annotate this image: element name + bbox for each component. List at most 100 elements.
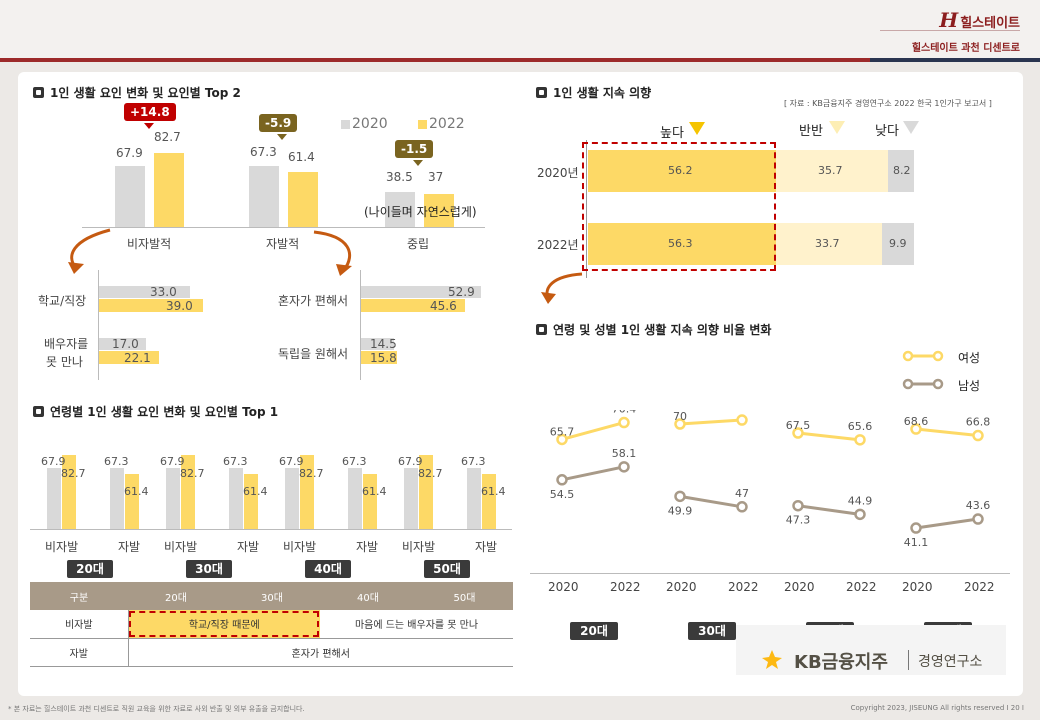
arrowhead-icon — [336, 264, 352, 276]
table-header-cell: 40대 — [357, 592, 379, 604]
bar-2020 — [285, 467, 299, 529]
curved-arrow-icons — [68, 228, 352, 276]
male-point — [972, 513, 984, 525]
year-label: 2022년 — [537, 238, 579, 252]
bar-value-2020: 38.5 — [386, 170, 413, 184]
badge-change: -1.5 — [395, 140, 434, 158]
kb-logo-name: KB금융지주 — [794, 652, 888, 673]
group-label: 자발적 — [266, 237, 300, 251]
female-line — [915, 427, 979, 438]
chart-baseline — [82, 227, 485, 228]
female-value: 65.7 — [550, 425, 575, 438]
bar-low — [888, 150, 914, 192]
male-value: 49.9 — [668, 504, 693, 517]
bar-high-value: 56.3 — [668, 237, 693, 250]
table-header-cell: 구분 — [69, 592, 89, 604]
table-header-cell: 50대 — [453, 592, 476, 604]
bar-low — [882, 223, 914, 265]
sub-value-2020: 14.5 — [370, 337, 397, 351]
kb-logo-divider — [908, 650, 909, 670]
section-age-title: 연령별 1인 생활 요인 변화 및 요인별 Top 1 — [33, 403, 278, 420]
bar-value-2022: 82.7 — [180, 467, 205, 480]
year-axis-label: 2022 — [964, 580, 995, 594]
male-line — [561, 465, 625, 482]
sub-bar-2020 — [99, 338, 146, 350]
group-label: 비자발적 — [127, 237, 172, 251]
gender-legend-icons — [902, 350, 944, 390]
brand-logo: H 힐스테이트 — [939, 8, 1020, 32]
bar-2020 — [249, 166, 279, 227]
header-rule — [0, 58, 1040, 62]
bar-value-2022: 82.7 — [154, 130, 181, 144]
badge-pointer — [413, 160, 423, 166]
badge-pointer — [277, 134, 287, 140]
year-axis-label: 2020 — [902, 580, 933, 594]
sub-label: 배우자를 — [44, 337, 89, 351]
sub-axis-left — [98, 270, 99, 380]
header-rule-accent — [870, 58, 1040, 62]
highlight-box — [582, 142, 776, 271]
female-value: 70 — [673, 410, 687, 423]
reason-table: 구분 20대 30대 40대 50대 비자발 학교/직장 때문에 마음에 드는 … — [30, 582, 513, 667]
male-point — [910, 522, 922, 534]
brand-divider — [880, 30, 1020, 31]
male-value: 43.6 — [966, 499, 991, 512]
category-label: 자발 — [237, 540, 260, 554]
year-axis-label: 2022 — [610, 580, 641, 594]
year-axis-label: 2022 — [846, 580, 877, 594]
sub-value-2020: 17.0 — [112, 337, 139, 351]
brand-name: 힐스테이트 — [960, 16, 1020, 31]
bar-value-2020: 67.3 — [342, 455, 367, 468]
sub-value-2022: 45.6 — [430, 299, 457, 313]
male-value: 54.5 — [550, 488, 575, 501]
table-header-cell: 20대 — [165, 592, 187, 604]
triangle-down-icon — [689, 122, 705, 135]
arrowhead-icon — [541, 292, 556, 304]
sub-bar-2022 — [361, 351, 397, 364]
sub-label: 독립을 원해서 — [278, 347, 349, 361]
female-point — [736, 414, 748, 426]
bar-value-2020: 67.3 — [223, 455, 248, 468]
female-point — [674, 418, 686, 430]
bullet-icon — [33, 406, 44, 417]
female-point — [854, 434, 866, 446]
bar-2020 — [166, 467, 180, 529]
bar-2022 — [288, 172, 318, 227]
female-line — [797, 431, 861, 442]
source-note: [ 자료 : KB금융지주 경영연구소 2022 한국 1인가구 보고서 ] — [784, 99, 992, 108]
bar-half — [776, 223, 882, 265]
bar-2022 — [300, 454, 314, 529]
table-row-label: 자발 — [30, 638, 129, 667]
bar-high — [588, 223, 776, 265]
sub-value-2020: 33.0 — [150, 285, 177, 299]
sub-label: 못 만나 — [46, 355, 83, 369]
section-sustain-title: 1인 생활 지속 의향 — [536, 84, 651, 101]
male-point — [618, 461, 630, 473]
badge-change: -5.9 — [259, 114, 298, 132]
category-label: 비자발 — [402, 540, 436, 554]
female-value: 70.4 — [612, 410, 637, 416]
bar-value-2022: 61.4 — [362, 485, 387, 498]
kb-star-icon — [762, 650, 782, 669]
top-bar — [0, 0, 1040, 58]
age-baseline — [30, 529, 512, 530]
bar-2022 — [363, 473, 377, 529]
bar-value-2020: 67.3 — [250, 145, 277, 159]
female-line — [679, 418, 743, 426]
female-value: 71.1 — [730, 410, 755, 413]
triangle-down-icon — [903, 121, 919, 134]
group-label: 중립 — [407, 237, 430, 251]
bar-low-value: 9.9 — [889, 237, 907, 250]
bar-value-2022: 37 — [428, 170, 444, 184]
sub-bar-2022 — [99, 351, 159, 364]
bar-2022 — [62, 454, 76, 529]
female-point — [556, 433, 568, 446]
female-value: 67.5 — [786, 419, 811, 432]
bar-value-2020: 67.9 — [279, 455, 304, 468]
table-header-cell: 30대 — [261, 592, 283, 604]
category-label: 비자발 — [164, 540, 198, 554]
bar-2020 — [110, 468, 124, 529]
sub-value-2022: 15.8 — [370, 351, 397, 365]
female-value: 66.8 — [966, 416, 991, 429]
legend-female: 여성 — [958, 351, 981, 365]
